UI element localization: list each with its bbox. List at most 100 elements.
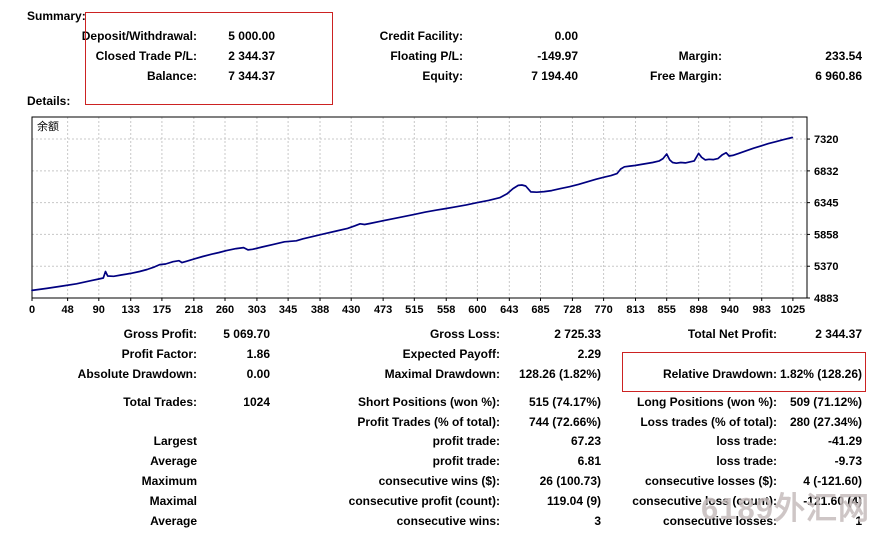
details-label: consecutive wins:	[396, 514, 500, 528]
summary-row: Closed Trade P/L: 2 344.37 Floating P/L: -1…	[0, 46, 886, 66]
x-tick-label: 855	[658, 304, 676, 316]
summary-value: 5 000.00	[228, 29, 275, 43]
x-tick-label: 345	[279, 304, 297, 316]
summary-value: 6 960.86	[815, 69, 862, 83]
details-value: 5 069.70	[223, 327, 270, 341]
balance-chart-svg: 0 48 90 133 175 218 260 303 345 388 430 473 515 558 60…	[29, 116, 838, 316]
x-tick-label: 813	[626, 304, 644, 316]
details-row: Absolute Drawdown: 0.00 Maximal Drawdown: 1…	[0, 364, 886, 384]
summary-value	[724, 26, 862, 46]
details-label: consecutive loss (count):	[632, 494, 777, 508]
x-tick-label: 473	[374, 304, 392, 316]
details-label	[610, 344, 777, 364]
x-tick-label: 1025	[781, 304, 805, 316]
details-label: Loss trades (% of total):	[640, 415, 777, 429]
x-tick-label: 685	[531, 304, 549, 316]
summary-value: 7 194.40	[531, 69, 578, 83]
summary-section-title: Summary:	[27, 9, 86, 23]
x-tick-label: 558	[437, 304, 455, 316]
x-tick-label: 898	[689, 304, 707, 316]
summary-label: Balance:	[146, 69, 197, 83]
details-label: consecutive profit (count):	[348, 494, 500, 508]
summary-value: -149.97	[537, 49, 578, 63]
details-label: Total Trades:	[123, 395, 197, 409]
details-value	[199, 431, 270, 451]
details-value: 2.29	[577, 347, 601, 361]
details-value: 128.26 (1.82%)	[518, 367, 601, 381]
summary-value: 0.00	[554, 29, 578, 43]
details-row: Total Trades: 1024 Short Positions (won %)…	[0, 392, 886, 412]
y-tick-label: 6345	[814, 198, 838, 210]
details-value: 1.86	[246, 347, 270, 361]
y-tick-label: 6832	[814, 166, 838, 178]
details-label: Total Net Profit:	[687, 327, 777, 341]
details-value	[199, 471, 270, 491]
details-row: Largest profit trade: 67.23 loss trade: -41.…	[0, 431, 886, 451]
details-label: Average	[150, 514, 197, 528]
x-tick-label: 303	[248, 304, 266, 316]
summary-row: Deposit/Withdrawal: 5 000.00 Credit Facili…	[0, 26, 886, 46]
details-value	[199, 451, 270, 471]
details-label: loss trade:	[716, 454, 777, 468]
x-tick-label: 770	[594, 304, 612, 316]
details-label: Relative Drawdown:	[662, 367, 777, 381]
summary-label: Deposit/Withdrawal:	[81, 29, 197, 43]
y-tick-label: 5858	[814, 229, 838, 241]
details-value: 67.23	[570, 434, 601, 448]
summary-label: Floating P/L:	[390, 49, 463, 63]
details-label: profit trade:	[432, 454, 500, 468]
balance-line	[31, 136, 794, 292]
x-tick-label: 388	[311, 304, 329, 316]
details-label: Absolute Drawdown:	[77, 367, 197, 381]
balance-chart: 0 48 90 133 175 218 260 303 345 388 430 473 515 558 60…	[0, 110, 886, 325]
details-value: 515 (74.17%)	[528, 395, 601, 409]
x-tick-label: 643	[500, 304, 518, 316]
details-value	[199, 412, 270, 432]
details-value: 1.82% (128.26)	[779, 367, 862, 381]
y-tick-label: 7320	[814, 134, 838, 146]
summary-label: Equity:	[422, 69, 463, 83]
summary-value: 2 344.37	[228, 49, 275, 63]
details-value: 1	[855, 514, 862, 528]
details-label: consecutive losses ($):	[644, 474, 777, 488]
details-label: Expected Payoff:	[402, 347, 500, 361]
details-label: consecutive wins ($):	[378, 474, 500, 488]
details-label: Maximum	[141, 474, 197, 488]
watermark: 6189外汇网	[701, 491, 870, 526]
details-value: -41.29	[827, 434, 862, 448]
details-label: Maximal	[149, 494, 197, 508]
details-value: 0.00	[246, 367, 270, 381]
details-value	[199, 511, 270, 531]
y-tick-label: 4883	[814, 293, 838, 305]
details-value: -9.73	[834, 454, 862, 468]
x-tick-label: 48	[62, 304, 74, 316]
details-row: Maximum consecutive wins ($): 26 (100.73) c…	[0, 471, 886, 491]
details-value: 119.04 (9)	[546, 494, 601, 508]
x-tick-label: 175	[153, 304, 171, 316]
details-value	[779, 344, 862, 364]
details-row: Average profit trade: 6.81 loss trade: -9.73	[0, 451, 886, 471]
x-tick-label: 0	[29, 304, 35, 316]
summary-value: 7 344.37	[228, 69, 275, 83]
x-tick-label: 90	[93, 304, 105, 316]
x-tick-label: 218	[185, 304, 203, 316]
summary-label	[590, 26, 722, 46]
summary-label: Free Margin:	[649, 69, 722, 83]
x-tick-label: 940	[721, 304, 739, 316]
details-value: 3	[594, 514, 601, 528]
details-row: Maximal consecutive profit (count): 119.04…	[0, 491, 886, 511]
details-label: Short Positions (won %):	[358, 395, 500, 409]
details-label: Largest	[153, 434, 197, 448]
details-label: Long Positions (won %):	[637, 395, 777, 409]
details-label: Average	[150, 454, 197, 468]
details-value: 4 (-121.60)	[803, 474, 862, 488]
details-label: profit trade:	[432, 434, 500, 448]
details-value: 1024	[243, 395, 270, 409]
details-value: 6.81	[577, 454, 601, 468]
summary-label: Credit Facility:	[379, 29, 463, 43]
details-row: Average consecutive wins: 3 consecutive los…	[0, 511, 886, 531]
details-label: Maximal Drawdown:	[384, 367, 500, 381]
details-value: 26 (100.73)	[539, 474, 601, 488]
details-value: 280 (27.34%)	[789, 415, 862, 429]
